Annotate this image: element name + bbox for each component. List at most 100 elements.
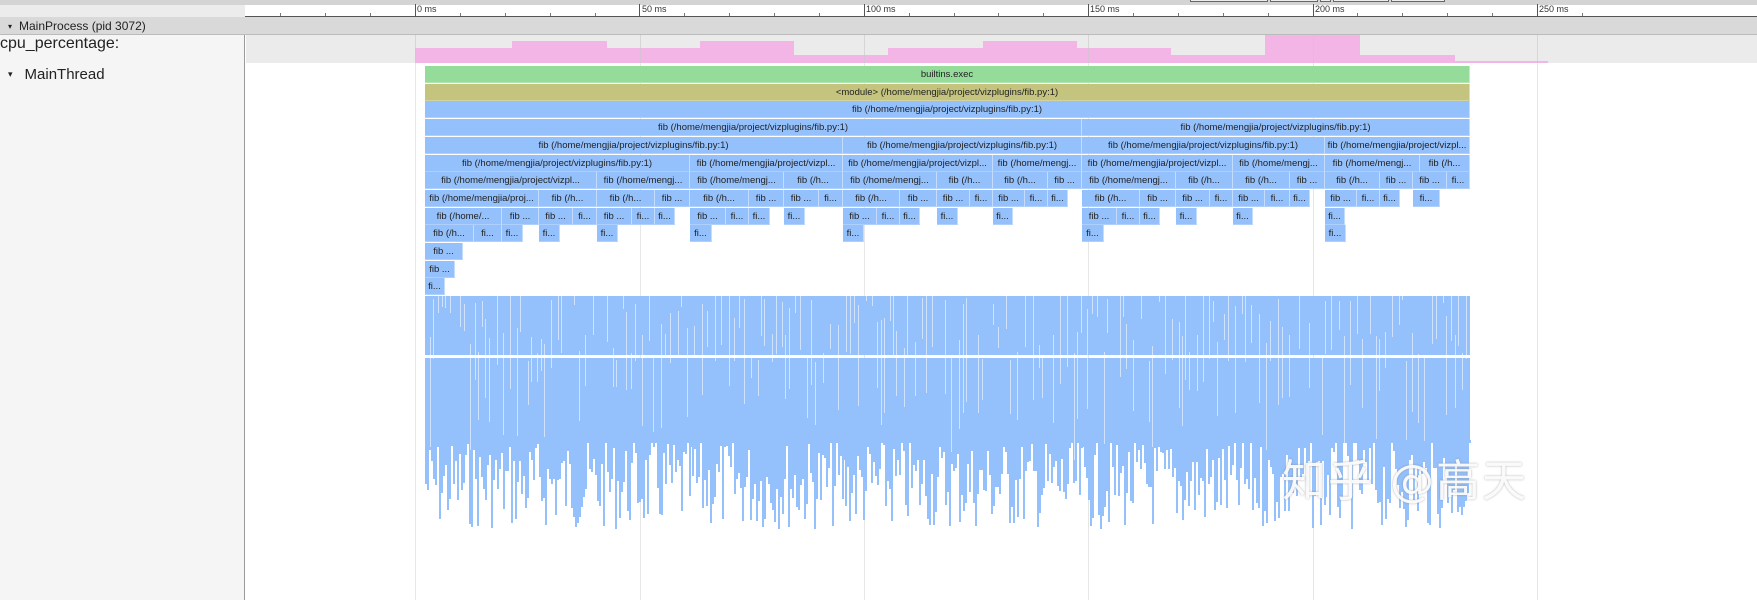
flame-leaf-frame[interactable] [625, 440, 627, 451]
flame-leaf-frame[interactable] [613, 440, 615, 448]
flame-leaf-frame[interactable] [973, 440, 975, 503]
flame-frame-fib[interactable]: fib ... [1380, 172, 1413, 190]
flame-leaf-frame[interactable] [899, 440, 901, 475]
flame-frame-fib[interactable]: fib (/home/mengjia/proj... [425, 189, 539, 207]
flame-leaf-frame[interactable] [427, 440, 429, 490]
toolbar-button-5[interactable] [1391, 0, 1445, 2]
flame-leaf-frame[interactable] [1092, 440, 1094, 518]
flame-leaf-frame[interactable] [507, 440, 509, 471]
flame-leaf-frame[interactable] [937, 440, 939, 477]
flame-leaf-frame[interactable] [1316, 440, 1318, 462]
flame-leaf-frame[interactable] [891, 440, 893, 521]
flame-leaf-frame[interactable] [879, 440, 881, 469]
flame-leaf-frame[interactable] [762, 440, 764, 527]
flame-leaf-frame[interactable] [1047, 440, 1049, 481]
flame-leaf-frame[interactable] [1333, 440, 1335, 452]
flame-leaf-frame[interactable] [961, 440, 963, 495]
flame-leaf-frame[interactable] [1415, 440, 1417, 466]
cpu-counter-bar[interactable] [415, 48, 512, 63]
flame-leaf-frame[interactable] [599, 440, 601, 506]
cpu-counter-bar[interactable] [1455, 61, 1548, 63]
flame-leaf-frame[interactable] [1363, 440, 1365, 450]
flame-leaf-frame[interactable] [1381, 440, 1383, 525]
flame-leaf-frame[interactable] [843, 440, 845, 460]
flame-leaf-frame[interactable] [845, 440, 847, 506]
flame-leaf-frame[interactable] [716, 440, 718, 464]
flame-leaf-frame[interactable] [696, 440, 698, 483]
flame-frame-fib[interactable]: fib ... [843, 207, 877, 225]
flame-leaf-frame[interactable] [901, 440, 903, 442]
flame-frame-fib[interactable]: fib (/home/mengjia/project/vizplugins/fi… [1082, 119, 1470, 137]
flame-leaf-frame[interactable] [1405, 440, 1407, 527]
flame-leaf-frame[interactable] [1005, 440, 1007, 452]
flame-leaf-frame[interactable] [499, 440, 501, 469]
flame-leaf-frame[interactable] [1154, 440, 1156, 448]
flame-leaf-frame[interactable] [712, 440, 714, 504]
flame-leaf-frame[interactable] [1100, 440, 1102, 529]
flame-leaf-frame[interactable] [1447, 440, 1449, 503]
flame-leaf-frame[interactable] [834, 440, 836, 486]
flame-frame-fib[interactable]: fib (/home/mengjia/project/vizpl... [843, 154, 993, 172]
flame-leaf-frame[interactable] [1272, 440, 1274, 474]
flame-leaf-frame[interactable] [1045, 440, 1047, 444]
thread-label[interactable]: ▾ MainThread [8, 66, 105, 83]
flame-frame-fib[interactable]: fib ... [937, 189, 970, 207]
flame-leaf-frame[interactable] [820, 440, 822, 500]
flame-leaf-frame[interactable] [1371, 440, 1373, 484]
flame-leaf-frame[interactable] [836, 440, 838, 443]
flame-leaf-frame[interactable] [987, 440, 989, 451]
flame-leaf-frame[interactable] [1001, 440, 1003, 474]
flame-leaf-frame[interactable] [931, 440, 933, 474]
flame-leaf-frame[interactable] [1065, 440, 1067, 499]
flame-leaf-frame[interactable] [1212, 440, 1214, 460]
flame-leaf-frame[interactable] [1027, 440, 1029, 462]
flame-leaf-frame[interactable] [1144, 440, 1146, 463]
flame-leaf-frame[interactable] [461, 440, 463, 490]
flame-leaf-frame[interactable] [704, 440, 706, 480]
flame-frame-fib[interactable]: fib ... [749, 189, 784, 207]
flame-leaf-frame[interactable] [857, 440, 859, 456]
flame-frame-fib[interactable]: fi... [843, 225, 864, 243]
flame-leaf-frame[interactable] [525, 440, 527, 508]
flame-leaf-frame[interactable] [1250, 440, 1252, 441]
flame-leaf-frame[interactable] [541, 440, 543, 501]
flame-leaf-frame[interactable] [639, 440, 641, 502]
flame-leaf-frame[interactable] [447, 440, 449, 510]
flame-deep-frames[interactable] [425, 423, 1082, 443]
flame-leaf-frame[interactable] [1160, 440, 1162, 452]
flame-frame-fib[interactable]: fib (/h... [1176, 172, 1233, 190]
flame-leaf-frame[interactable] [1300, 440, 1302, 480]
flame-frame-fib[interactable]: fi... [1357, 189, 1380, 207]
flame-leaf-frame[interactable] [1162, 440, 1164, 453]
flame-leaf-frame[interactable] [511, 440, 513, 523]
flame-leaf-frame[interactable] [1158, 440, 1160, 447]
flame-leaf-frame[interactable] [1152, 440, 1154, 524]
flame-leaf-frame[interactable] [1395, 440, 1397, 469]
toolbar-button-3[interactable] [1320, 0, 1331, 2]
flame-leaf-frame[interactable] [1222, 440, 1224, 449]
flame-leaf-frame[interactable] [1254, 440, 1256, 478]
flame-leaf-frame[interactable] [720, 440, 722, 446]
flame-frame-module[interactable]: <module> (/home/mengjia/project/vizplugi… [425, 83, 1470, 101]
flame-leaf-frame[interactable] [583, 440, 585, 497]
flame-frame-fib[interactable]: fi... [819, 189, 843, 207]
flame-leaf-frame[interactable] [1009, 440, 1011, 523]
flame-leaf-frame[interactable] [1236, 440, 1238, 480]
flame-frame-fib[interactable]: fib (/home/mengjia/project/vizplugins/fi… [425, 119, 1082, 137]
flame-leaf-frame[interactable] [1061, 440, 1063, 459]
flame-leaf-frame[interactable] [1025, 440, 1027, 471]
flame-leaf-frame[interactable] [997, 440, 999, 487]
flame-leaf-frame[interactable] [828, 440, 830, 468]
flame-leaf-frame[interactable] [1308, 440, 1310, 461]
flame-leaf-frame[interactable] [1180, 440, 1182, 486]
flame-frame-fib[interactable]: fib ... [502, 207, 539, 225]
flame-leaf-frame[interactable] [1104, 440, 1106, 507]
flame-leaf-frame[interactable] [615, 440, 617, 529]
flame-frame-fib[interactable]: fi... [632, 207, 655, 225]
flame-leaf-frame[interactable] [1286, 440, 1288, 455]
flame-leaf-frame[interactable] [1186, 440, 1188, 472]
flame-leaf-frame[interactable] [728, 440, 730, 456]
flame-leaf-frame[interactable] [549, 440, 551, 479]
flame-leaf-frame[interactable] [587, 440, 589, 442]
flame-leaf-frame[interactable] [1423, 440, 1425, 462]
